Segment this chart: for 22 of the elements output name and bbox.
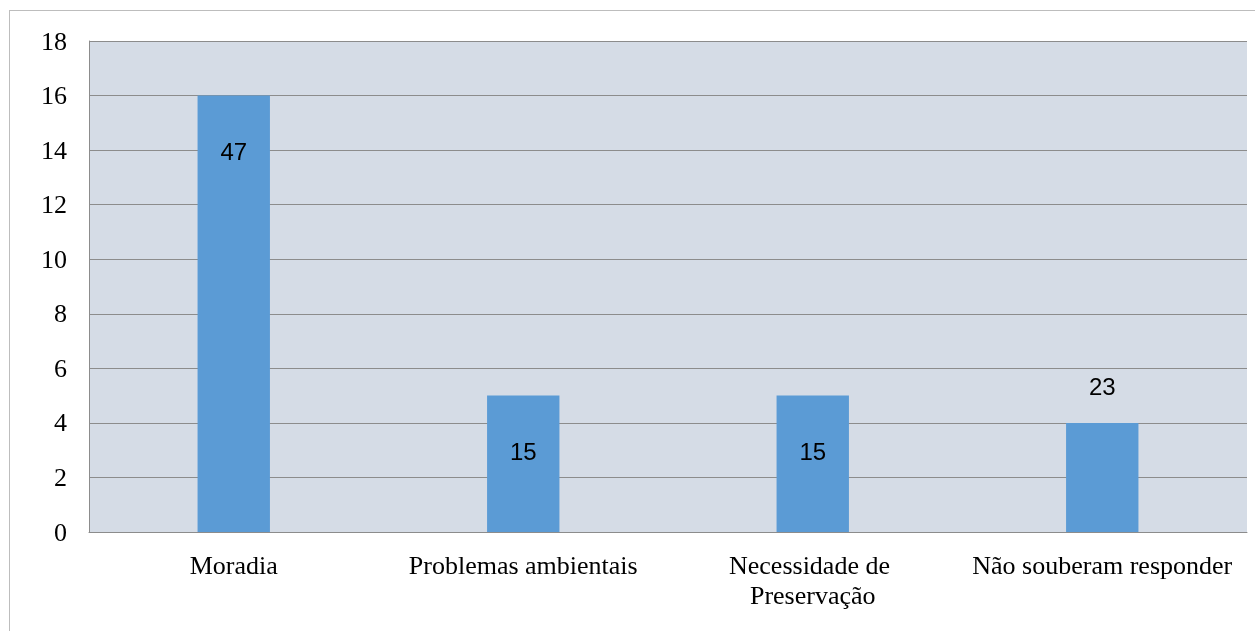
x-tick-label: Não souberam responder [972, 550, 1233, 580]
bar [487, 395, 560, 532]
y-tick-label: 18 [41, 26, 67, 56]
bar [1066, 422, 1139, 532]
y-tick-label: 8 [54, 299, 67, 329]
bar [776, 395, 849, 532]
y-tick-label: 6 [54, 353, 67, 383]
y-tick-label: 16 [41, 81, 67, 111]
y-tick-label: 4 [54, 408, 67, 438]
annotation: 15 [509, 438, 537, 466]
x-tick-label: Problemas ambientais [408, 550, 638, 580]
bar [197, 95, 270, 532]
x-tick-label: Moradia [189, 550, 279, 580]
y-tick-label: 14 [41, 135, 67, 165]
y-tick-label: 2 [54, 462, 67, 492]
x-tick-label: Necessidade de Preservação [729, 550, 897, 610]
annotation: 23 [1088, 373, 1116, 401]
annotation: 15 [799, 438, 827, 466]
y-tick-label: 10 [41, 244, 67, 274]
annotation: 47 [220, 138, 248, 166]
y-tick-label: 0 [54, 517, 67, 547]
y-tick-label: 12 [41, 190, 67, 220]
